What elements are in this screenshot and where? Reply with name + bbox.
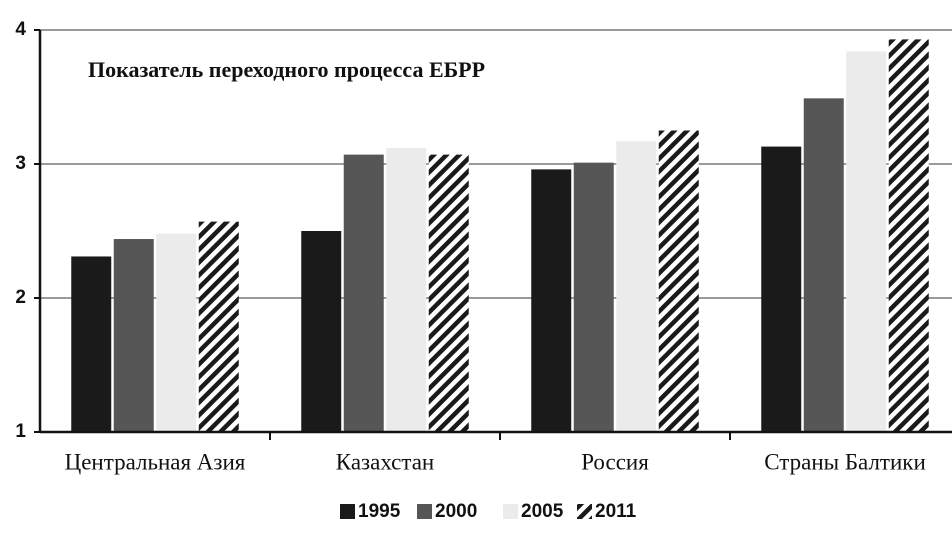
legend-label: 1995: [358, 501, 401, 522]
bar: [301, 231, 342, 432]
legend-swatch: [503, 504, 518, 519]
bar: [888, 39, 929, 432]
chart-title: Показатель переходного процесса ЕБРР: [88, 57, 485, 82]
legend-swatch: [340, 504, 355, 519]
legend-swatch: [417, 504, 432, 519]
bar: [428, 154, 469, 432]
x-tick-label: Страны Балтики: [764, 449, 926, 474]
legend-label: 2011: [595, 501, 637, 522]
bar: [198, 221, 239, 432]
legend-label: 2005: [521, 501, 564, 522]
y-tick-label: 2: [15, 287, 26, 308]
bar: [846, 51, 887, 432]
x-tick-label: Казахстан: [336, 449, 434, 474]
bar: [156, 233, 197, 432]
bar: [531, 169, 572, 433]
bar: [658, 130, 699, 432]
bar: [71, 256, 112, 432]
y-tick-label: 3: [15, 153, 26, 174]
y-tick-label: 1: [15, 421, 26, 442]
legend-swatch: [577, 504, 592, 519]
y-tick-label: 4: [15, 19, 26, 40]
bar: [803, 98, 844, 432]
x-tick-label: Россия: [581, 449, 649, 474]
bar: [113, 239, 154, 432]
bar: [573, 162, 614, 432]
legend-label: 2000: [435, 501, 477, 522]
bar: [761, 146, 802, 432]
bar: [343, 154, 384, 432]
bar: [386, 147, 427, 433]
bar: [616, 141, 657, 432]
x-tick-label: Центральная Азия: [65, 449, 246, 474]
